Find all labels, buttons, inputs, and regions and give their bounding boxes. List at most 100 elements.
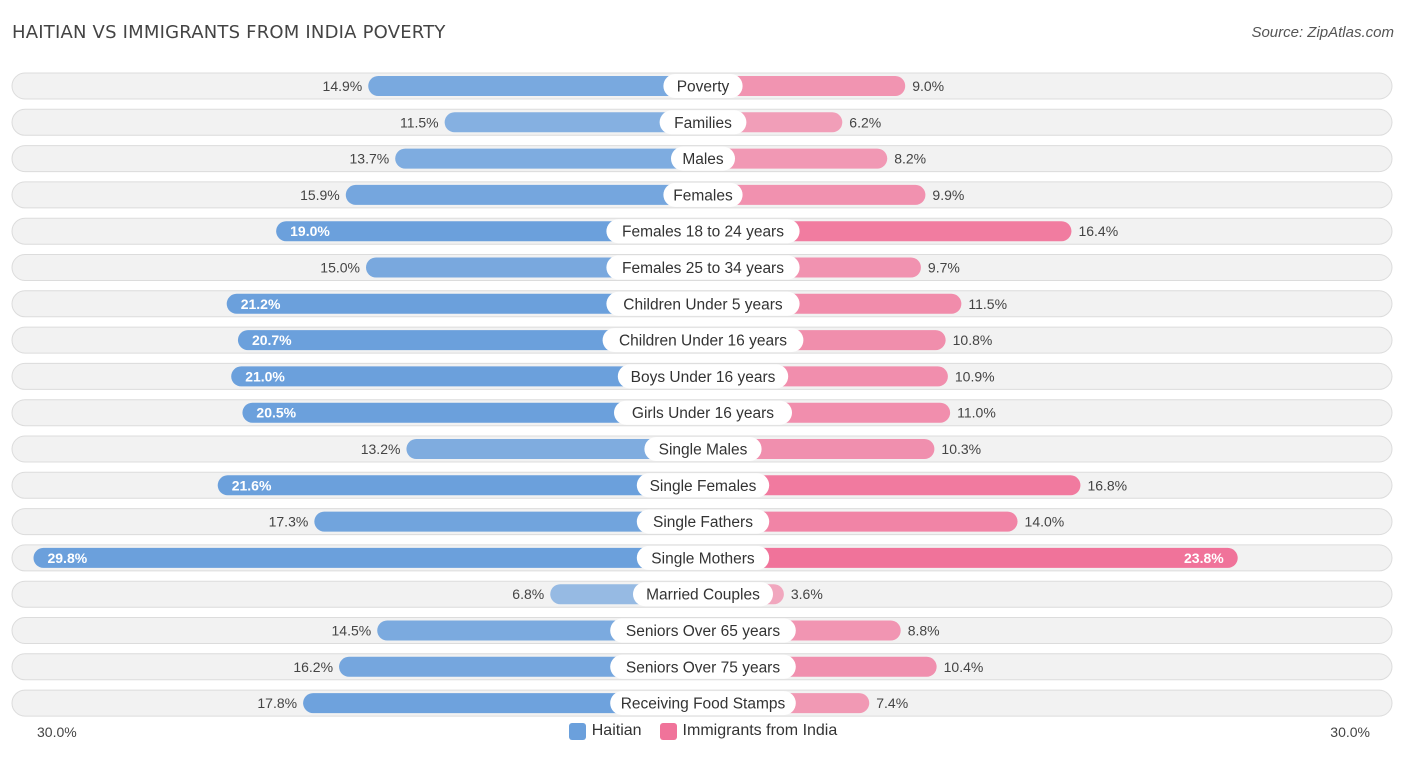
value-label-india: 6.2% — [849, 114, 881, 130]
legend-item-haitian[interactable]: Haitian — [568, 722, 642, 740]
chart-source: Source: ZipAtlas.com — [1251, 24, 1394, 41]
category-pill — [633, 582, 773, 607]
bar-haitian — [395, 148, 703, 169]
legend-label-india: Immigrants from India — [682, 722, 838, 739]
value-label-india: 11.0% — [957, 405, 996, 421]
value-label-india: 7.4% — [876, 695, 908, 711]
value-label-india: 8.8% — [908, 623, 940, 639]
category-label: Receiving Food Stamps — [621, 696, 786, 713]
chart-row: 29.8% 23.8% Single Mothers — [11, 544, 1393, 572]
chart-row: 20.5% 11.0% Girls Under 16 years — [11, 399, 1393, 427]
value-label-india: 11.5% — [968, 296, 1007, 312]
value-label-india: 8.2% — [894, 151, 926, 167]
bar-haitian — [226, 293, 703, 314]
bar-haitian — [242, 402, 703, 423]
bar-haitian — [231, 366, 703, 387]
category-pill — [614, 400, 792, 425]
category-pill — [636, 545, 770, 570]
category-pill — [602, 328, 804, 353]
category-label: Single Fathers — [653, 514, 753, 531]
category-pill — [606, 291, 800, 316]
value-label-india: 9.0% — [912, 78, 944, 94]
category-label: Boys Under 16 years — [631, 369, 776, 386]
value-label-india: 16.8% — [1087, 477, 1127, 493]
category-pill — [606, 255, 800, 280]
legend-item-india[interactable]: Immigrants from India — [659, 722, 838, 740]
legend-swatch-haitian — [568, 722, 586, 740]
category-pill — [610, 618, 796, 643]
bar-haitian — [444, 112, 703, 133]
value-label-india: 9.9% — [932, 187, 964, 203]
category-label: Seniors Over 65 years — [626, 623, 780, 640]
value-label-haitian: 14.5% — [332, 623, 372, 639]
category-label: Females 25 to 34 years — [622, 260, 784, 277]
chart-row: 17.3% 14.0% Single Fathers — [11, 508, 1393, 536]
bar-india — [703, 439, 935, 459]
axis-left-max-label: 30.0% — [37, 724, 77, 740]
category-label: Married Couples — [646, 587, 760, 604]
category-label: Single Males — [659, 442, 748, 459]
chart-row: 21.6% 16.8% Single Females — [11, 471, 1393, 499]
bar-haitian — [368, 76, 703, 96]
value-label-india: 10.3% — [941, 441, 981, 457]
value-label-haitian: 17.8% — [257, 695, 297, 711]
bar-haitian — [237, 330, 703, 351]
category-label: Single Mothers — [651, 550, 755, 567]
chart-row: 21.2% 11.5% Children Under 5 years — [11, 290, 1393, 318]
category-pill — [610, 654, 796, 679]
category-pill — [636, 473, 770, 498]
bar-haitian — [345, 184, 703, 205]
value-label-haitian: 21.0% — [245, 368, 285, 384]
category-pill — [644, 437, 762, 461]
bar-haitian — [406, 439, 703, 459]
chart-row: 17.8% 7.4% Receiving Food Stamps — [11, 689, 1393, 717]
value-label-india: 16.4% — [1078, 223, 1118, 239]
category-label: Seniors Over 75 years — [626, 659, 780, 676]
category-label: Single Females — [650, 478, 757, 495]
value-label-haitian: 21.6% — [232, 477, 272, 493]
axis-right-max-label: 30.0% — [1330, 724, 1370, 740]
category-pill — [610, 691, 796, 716]
chart-row: 11.5% 6.2% Families — [11, 108, 1393, 136]
bar-india — [703, 511, 1018, 532]
value-label-india: 14.0% — [1025, 514, 1065, 530]
chart-row: 14.5% 8.8% Seniors Over 65 years — [11, 617, 1393, 644]
bar-haitian — [314, 511, 703, 532]
value-label-india: 9.7% — [928, 260, 960, 276]
category-label: Poverty — [677, 79, 730, 96]
category-pill — [663, 182, 743, 207]
value-label-haitian: 15.9% — [300, 187, 340, 203]
category-label: Children Under 5 years — [623, 296, 783, 313]
bar-india — [703, 547, 1238, 568]
value-label-india: 10.9% — [955, 368, 995, 384]
value-label-india: 23.8% — [1184, 550, 1224, 566]
value-label-haitian: 29.8% — [47, 550, 87, 566]
chart-row: 15.9% 9.9% Females — [11, 181, 1393, 209]
category-label: Females 18 to 24 years — [622, 224, 784, 241]
value-label-india: 3.6% — [791, 586, 823, 602]
chart-row: 13.7% 8.2% Males — [11, 145, 1393, 173]
category-pill — [606, 219, 800, 244]
category-label: Children Under 16 years — [619, 333, 787, 350]
value-label-haitian: 15.0% — [320, 260, 360, 276]
category-label: Males — [682, 151, 724, 168]
legend: Haitian Immigrants from India — [0, 722, 1406, 740]
value-label-india: 10.8% — [953, 332, 993, 348]
value-label-haitian: 17.3% — [269, 514, 309, 530]
category-pill — [636, 509, 770, 534]
category-pill — [663, 74, 743, 98]
bar-haitian — [33, 547, 703, 568]
bar-india — [703, 76, 906, 96]
bar-haitian — [276, 221, 703, 242]
legend-label-haitian: Haitian — [591, 722, 642, 739]
value-label-haitian: 20.7% — [252, 332, 292, 348]
value-label-haitian: 14.9% — [323, 78, 363, 94]
value-label-haitian: 11.5% — [400, 114, 439, 130]
bar-india — [703, 475, 1081, 496]
value-label-haitian: 19.0% — [290, 223, 330, 239]
chart-row: 15.0% 9.7% Females 25 to 34 years — [11, 254, 1393, 281]
chart-row: 21.0% 10.9% Boys Under 16 years — [11, 362, 1393, 390]
bar-india — [703, 184, 926, 205]
value-label-haitian: 20.5% — [256, 405, 296, 421]
